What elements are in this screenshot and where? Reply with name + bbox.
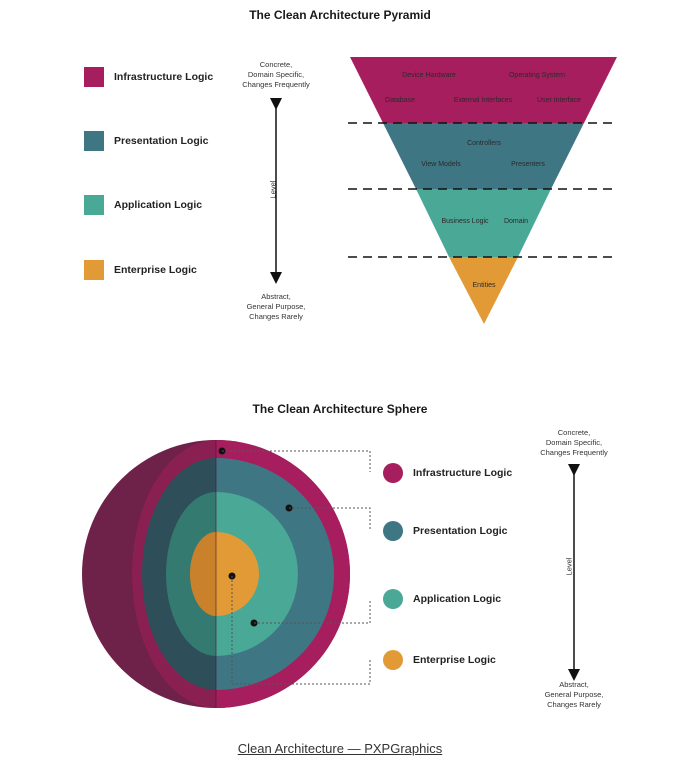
legend-label: Enterprise Logic — [413, 654, 496, 666]
legend-label: Application Logic — [114, 199, 203, 211]
sphere-legend-enterprise: Enterprise Logic — [383, 650, 496, 670]
pyramid-label: View Models — [421, 161, 461, 168]
sphere-axis-top: Concrete, Domain Specific, Changes Frequ… — [540, 428, 608, 457]
pyramid-label: Business Logic — [441, 218, 489, 225]
pyramid-label: Controllers — [467, 140, 501, 147]
presentation-dot — [383, 521, 403, 541]
pyramid-legend-presentation: Presentation Logic — [84, 131, 209, 151]
sphere-enterprise-light — [216, 532, 259, 616]
pyramid-label: User Interface — [537, 97, 581, 104]
infrastructure-dot — [383, 463, 403, 483]
pyramid-legend-infrastructure: Infrastructure Logic — [84, 67, 213, 87]
legend-label: Presentation Logic — [114, 135, 209, 147]
pyramid-layer-presentation — [383, 123, 584, 189]
presentation-swatch — [84, 131, 104, 151]
legend-label: Infrastructure Logic — [114, 71, 214, 83]
pyramid-label: Operating System — [508, 72, 566, 79]
pyramid-legend-application: Application Logic — [84, 195, 202, 215]
legend-label: Infrastructure Logic — [413, 467, 513, 479]
legend-label: Enterprise Logic — [114, 264, 197, 276]
legend-label: Presentation Logic — [413, 525, 508, 537]
pyramid-label: Domain — [503, 218, 529, 225]
pyramid-label: Presenters — [511, 161, 545, 168]
pyramid-layer-infrastructure — [350, 57, 617, 123]
sphere-legend-presentation: Presentation Logic — [383, 521, 508, 541]
enterprise-swatch — [84, 260, 104, 280]
application-dot — [383, 589, 403, 609]
pyramid-legend-enterprise: Enterprise Logic — [84, 260, 197, 280]
pyramid-layer-enterprise — [449, 257, 518, 324]
enterprise-dot — [383, 650, 403, 670]
pyramid-label: Entities — [472, 282, 496, 289]
pyramid-label: External Interfaces — [453, 97, 513, 104]
pyramid-label: Device Hardware — [402, 72, 456, 79]
pyramid-label: Database — [385, 97, 415, 104]
sphere-axis-level-label: Level — [564, 557, 574, 576]
sphere-legend-infrastructure: Infrastructure Logic — [383, 463, 512, 483]
sphere-title: The Clean Architecture Sphere — [252, 402, 428, 416]
pyramid-axis-top: Concrete, Domain Specific, Changes Frequ… — [242, 60, 310, 89]
sphere-axis-bottom: Abstract, General Purpose, Changes Rarel… — [544, 680, 604, 709]
pyramid-title: The Clean Architecture Pyramid — [249, 8, 431, 22]
caption-link[interactable]: Clean Architecture — PXPGraphics — [237, 741, 443, 756]
infrastructure-swatch — [84, 67, 104, 87]
sphere-legend-application: Application Logic — [383, 589, 501, 609]
application-swatch — [84, 195, 104, 215]
legend-label: Application Logic — [413, 593, 502, 605]
pyramid-axis-bottom: Abstract, General Purpose, Changes Rarel… — [246, 292, 306, 321]
pyramid-layer-application — [416, 189, 551, 257]
